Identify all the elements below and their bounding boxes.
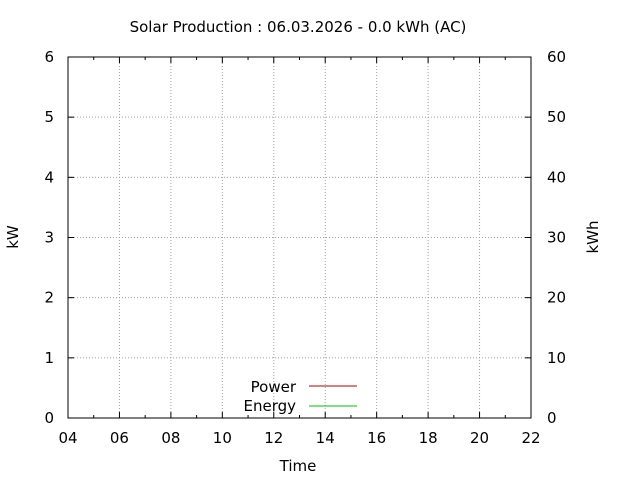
legend: Power Energy [243, 378, 357, 415]
x-tick-label: 12 [264, 429, 283, 447]
y-axis-label: kW [4, 225, 22, 249]
y2-tick-label: 40 [547, 168, 566, 186]
y-tick-label: 5 [44, 108, 54, 126]
x-tick-label: 18 [419, 429, 438, 447]
x-tick-label: 06 [110, 429, 129, 447]
y-tick-label: 3 [44, 229, 54, 247]
plot-frame [67, 56, 532, 419]
y-tick-label: 0 [44, 409, 54, 427]
y-tick-label: 6 [44, 48, 54, 66]
y2-tick-label: 10 [547, 349, 566, 367]
x-tick-label: 08 [161, 429, 180, 447]
x-tick-label: 04 [58, 429, 77, 447]
y-tick-label: 2 [44, 289, 54, 307]
y2-tick-label: 60 [547, 48, 566, 66]
x-axis-label: Time [279, 457, 317, 475]
y2-tick-label: 30 [547, 229, 566, 247]
x-tick-label: 22 [521, 429, 540, 447]
y-tick-label: 1 [44, 349, 54, 367]
y2-tick-label: 20 [547, 289, 566, 307]
y2-axis-label: kWh [584, 220, 602, 253]
chart-title: Solar Production : 06.03.2026 - 0.0 kWh … [130, 18, 467, 36]
x-tick-label: 20 [470, 429, 489, 447]
legend-label-power: Power [251, 378, 297, 396]
y-tick-label: 4 [44, 168, 54, 186]
legend-label-energy: Energy [243, 397, 296, 415]
x-tick-label: 14 [316, 429, 335, 447]
x-tick-label: 16 [367, 429, 386, 447]
y2-tick-label: 50 [547, 108, 566, 126]
grid [68, 57, 531, 418]
y2-tick-label: 0 [547, 409, 557, 427]
x-tick-label: 10 [213, 429, 232, 447]
